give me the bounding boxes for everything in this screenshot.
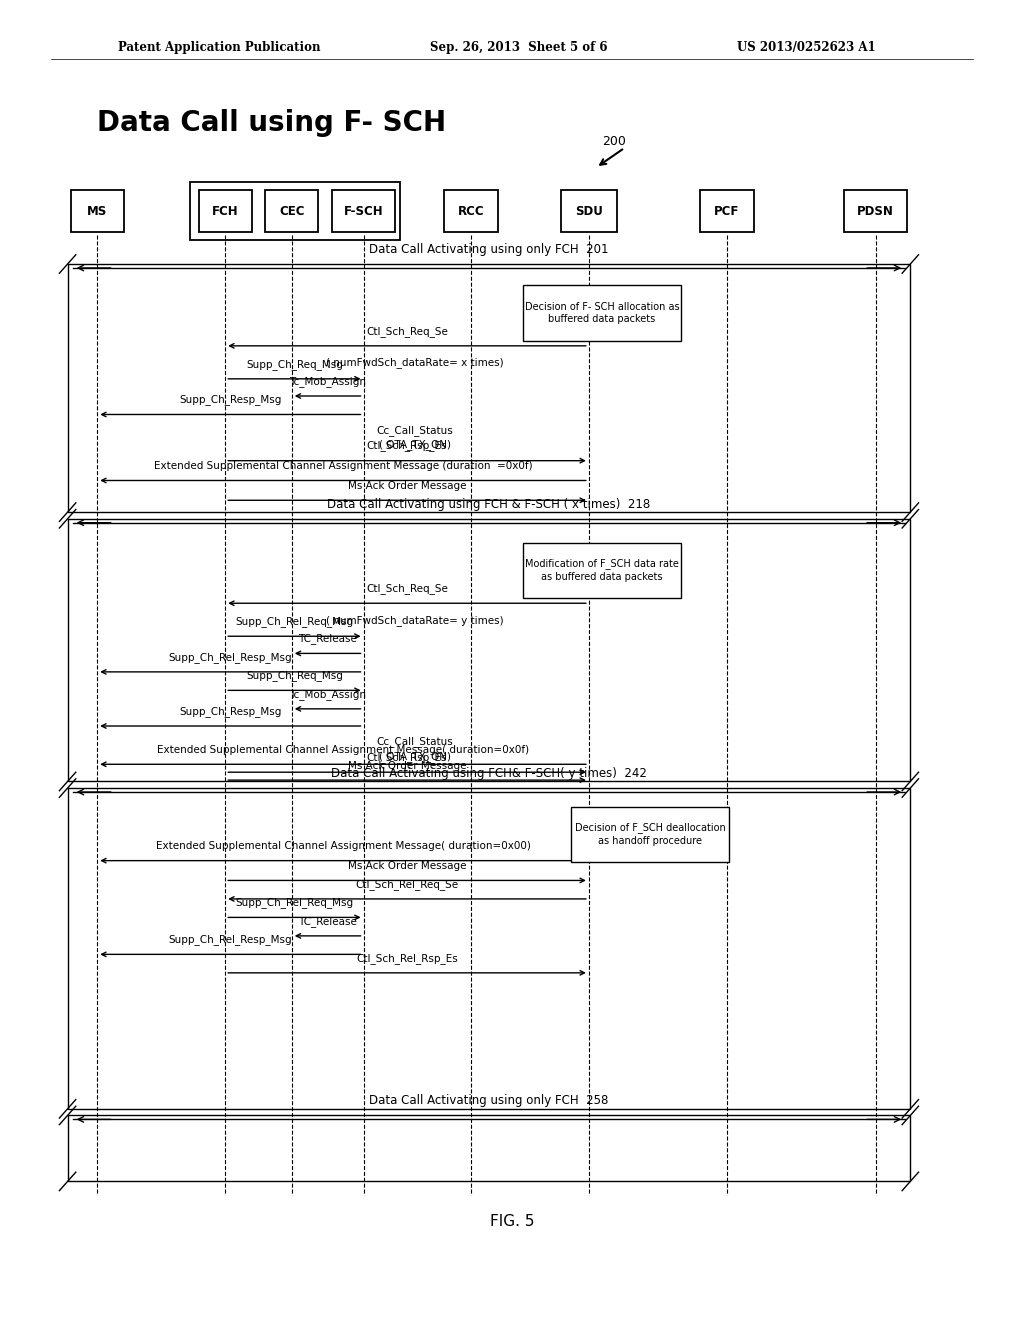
Text: Ctl_Sch_Rel_Rsp_Es: Ctl_Sch_Rel_Rsp_Es [356,953,458,964]
Text: Ctl_Sch_Req_Se: Ctl_Sch_Req_Se [367,326,447,337]
Text: Modification of F_SCH data rate
as buffered data packets: Modification of F_SCH data rate as buffe… [525,558,679,582]
Text: Tc_Mob_Assign: Tc_Mob_Assign [289,376,367,387]
FancyBboxPatch shape [700,190,754,232]
Text: SDU: SDU [574,205,603,218]
Text: Ctl_Sch_Rsp_Es: Ctl_Sch_Rsp_Es [367,441,447,451]
Text: MS: MS [87,205,108,218]
FancyBboxPatch shape [332,190,395,232]
Text: Tc_Mob_Assign: Tc_Mob_Assign [289,689,367,700]
Text: Patent Application Publication: Patent Application Publication [118,41,321,54]
Text: Supp_Ch_Resp_Msg: Supp_Ch_Resp_Msg [179,395,282,405]
Text: Supp_Ch_Req_Msg: Supp_Ch_Req_Msg [246,359,343,370]
Text: Ms Ack Order Message: Ms Ack Order Message [348,480,466,491]
Text: Supp_Ch_Req_Msg: Supp_Ch_Req_Msg [246,671,343,681]
Text: Data Call Activating using only FCH  201: Data Call Activating using only FCH 201 [370,243,608,256]
Text: PDSN: PDSN [857,205,894,218]
Text: Decision of F- SCH allocation as
buffered data packets: Decision of F- SCH allocation as buffere… [524,302,680,323]
Text: Ms Ack Order Message: Ms Ack Order Message [348,861,466,871]
Text: Ctl_Sch_Rsp_Es: Ctl_Sch_Rsp_Es [367,752,447,763]
FancyBboxPatch shape [444,190,498,232]
Text: CEC: CEC [280,205,304,218]
FancyBboxPatch shape [561,190,616,232]
Text: ( OTA_TX_ON): ( OTA_TX_ON) [379,751,451,762]
FancyBboxPatch shape [844,190,907,232]
Text: RCC: RCC [458,205,484,218]
Text: ( numFwdSch_dataRate= x times): ( numFwdSch_dataRate= x times) [326,358,504,368]
FancyBboxPatch shape [571,807,729,862]
Text: US 2013/0252623 A1: US 2013/0252623 A1 [737,41,876,54]
Text: ( numFwdSch_dataRate= y times): ( numFwdSch_dataRate= y times) [326,615,504,626]
FancyBboxPatch shape [71,190,124,232]
Text: F-SCH: F-SCH [344,205,383,218]
Text: 200: 200 [602,135,627,148]
Text: Supp_Ch_Resp_Msg: Supp_Ch_Resp_Msg [179,706,282,717]
Text: Extended Supplemental Channel Assignment Message( duration=0x0f): Extended Supplemental Channel Assignment… [157,744,529,755]
Text: FCH: FCH [212,205,239,218]
Text: Ctl_Sch_Req_Se: Ctl_Sch_Req_Se [367,583,447,594]
Text: Supp_Ch_Rel_Req_Msg: Supp_Ch_Rel_Req_Msg [236,898,353,908]
Text: Supp_Ch_Rel_Resp_Msg: Supp_Ch_Rel_Resp_Msg [169,652,292,663]
Text: Ctl_Sch_Rel_Req_Se: Ctl_Sch_Rel_Req_Se [355,879,459,890]
Text: Data Call using F- SCH: Data Call using F- SCH [97,108,446,137]
Text: PCF: PCF [715,205,739,218]
Text: Ms Ack Order Message: Ms Ack Order Message [348,760,466,771]
Text: ( OTA_TX_ON): ( OTA_TX_ON) [379,440,451,450]
Text: Data Call Activating using FCH& F-SCH( y times)  242: Data Call Activating using FCH& F-SCH( y… [331,767,647,780]
Text: Extended Supplemental Channel Assignment Message (duration  =0x0f): Extended Supplemental Channel Assignment… [154,461,532,471]
Text: TC_Release: TC_Release [298,916,357,927]
FancyBboxPatch shape [199,190,252,232]
Text: FIG. 5: FIG. 5 [489,1213,535,1229]
Text: Data Call Activating using only FCH  258: Data Call Activating using only FCH 258 [370,1094,608,1107]
Text: Data Call Activating using FCH & F-SCH ( x times)  218: Data Call Activating using FCH & F-SCH (… [328,498,650,511]
Text: Decision of F_SCH deallocation
as handoff procedure: Decision of F_SCH deallocation as handof… [574,822,726,846]
Text: Extended Supplemental Channel Assignment Message( duration=0x00): Extended Supplemental Channel Assignment… [156,841,530,851]
Text: Cc_Call_Status: Cc_Call_Status [377,737,453,747]
FancyBboxPatch shape [265,190,318,232]
Text: Sep. 26, 2013  Sheet 5 of 6: Sep. 26, 2013 Sheet 5 of 6 [430,41,607,54]
Text: Supp_Ch_Rel_Resp_Msg: Supp_Ch_Rel_Resp_Msg [169,935,292,945]
Text: Supp_Ch_Rel_Req_Msg: Supp_Ch_Rel_Req_Msg [236,616,353,627]
Text: TC_Release: TC_Release [298,634,357,644]
FancyBboxPatch shape [523,285,681,341]
FancyBboxPatch shape [523,543,681,598]
Text: Cc_Call_Status: Cc_Call_Status [377,425,453,436]
